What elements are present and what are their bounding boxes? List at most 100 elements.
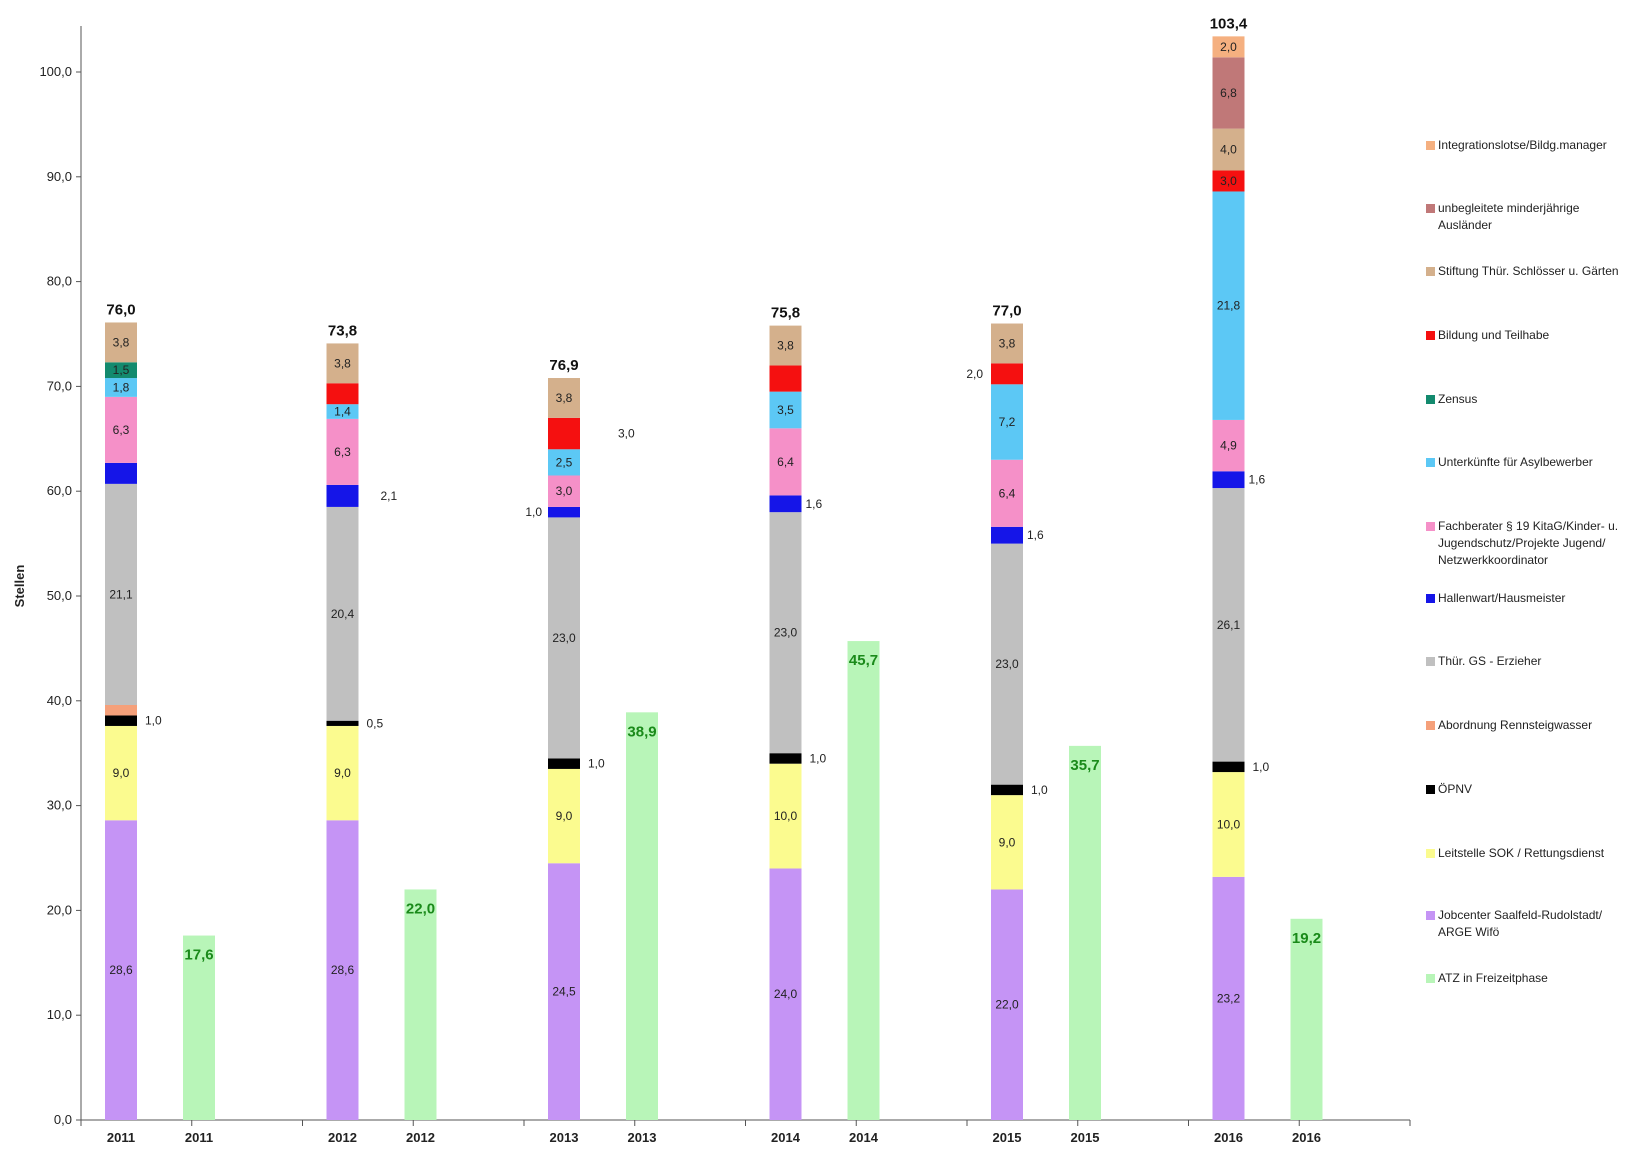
segment-label: 6,3	[113, 423, 130, 437]
legend-label: Jobcenter Saalfeld-Rudolstadt/ ARGE Wifö	[1438, 908, 1603, 939]
segment-label: 1,0	[1253, 760, 1270, 774]
x-tick-label: 2015	[1071, 1130, 1100, 1145]
legend-label: Abordnung Rennsteigwasser	[1438, 718, 1593, 732]
bar-segment	[769, 495, 802, 513]
bar-segment	[991, 795, 1023, 890]
y-tick-label: 30,0	[47, 798, 72, 813]
legend-item: Abordnung Rennsteigwasser	[1426, 717, 1636, 734]
bar-segment	[1212, 419, 1245, 472]
bar-segment	[326, 725, 359, 821]
legend-label: Hallenwart/Hausmeister	[1438, 591, 1566, 605]
segment-label: 28,6	[331, 963, 355, 977]
segment-label: 24,0	[774, 987, 798, 1001]
bar-segment	[105, 396, 137, 463]
segment-label: 3,0	[1220, 174, 1237, 188]
y-tick-label: 80,0	[47, 274, 72, 289]
legend-item: Fachberater § 19 KitaG/Kinder- u. Jugend…	[1426, 518, 1636, 569]
segment-label: 1,0	[810, 751, 827, 765]
bar-segment	[769, 428, 802, 496]
segment-label: 3,0	[618, 427, 635, 441]
segment-label: 2,0	[1220, 40, 1237, 54]
legend-label: unbegleitete minderjährige Ausländer	[1438, 201, 1580, 232]
legend-item: Jobcenter Saalfeld-Rudolstadt/ ARGE Wifö	[1426, 907, 1636, 941]
bar-segment	[105, 715, 137, 726]
bar-segment	[105, 322, 137, 363]
atz-bar	[847, 641, 880, 1120]
bar-segment	[769, 365, 802, 392]
bar-segment	[1212, 57, 1245, 129]
atz-bar	[183, 935, 215, 1120]
bar-segment	[991, 889, 1023, 1120]
bar-segment	[105, 483, 137, 705]
bar-segment	[548, 417, 580, 450]
segment-label: 2,1	[381, 489, 398, 503]
bar-segment	[105, 704, 137, 716]
bar-segment	[326, 418, 359, 485]
y-tick-label: 60,0	[47, 483, 72, 498]
atz-bar	[626, 712, 658, 1120]
segment-label: 20,4	[331, 607, 355, 621]
atz-value-label: 35,7	[1070, 757, 1099, 774]
axes: 0,0 10,0 20,0 30,0 40,0 50,0 60,0 70,0 80,0 90,0 1…	[12, 26, 1411, 1145]
segment-label: 3,8	[556, 391, 573, 405]
bar-segment	[1212, 128, 1245, 171]
segment-label: 24,5	[552, 985, 576, 999]
legend-swatch	[1426, 204, 1435, 213]
atz-value-label: 17,6	[184, 947, 213, 964]
legend-label: Fachberater § 19 KitaG/Kinder- u. Jugend…	[1438, 519, 1619, 567]
y-tick-label: 10,0	[47, 1007, 72, 1022]
bar-segment	[1212, 191, 1245, 420]
bar-segment	[991, 384, 1023, 460]
bar-segment	[326, 720, 359, 726]
atz-value-label: 19,2	[1292, 930, 1321, 947]
segment-label: 1,4	[334, 405, 351, 419]
stack-total-label: 76,0	[106, 301, 135, 318]
legend-item: Integrationslotse/Bildg.manager	[1426, 137, 1636, 154]
stack-total-label: 76,9	[549, 357, 578, 374]
bar-segment	[105, 362, 137, 379]
stack-total-label: 103,4	[1210, 15, 1248, 32]
bar-segment	[105, 725, 137, 821]
bar-segment	[1212, 36, 1245, 58]
bar-segment	[991, 363, 1023, 385]
bar-segment	[769, 753, 802, 764]
bar-segment	[326, 404, 359, 419]
bar-segment	[991, 543, 1023, 785]
segment-label: 22,0	[995, 998, 1019, 1012]
legend-swatch	[1426, 974, 1435, 983]
atz-bar	[1069, 745, 1101, 1120]
segment-label: 6,3	[334, 445, 351, 459]
bar-segment	[1212, 772, 1245, 877]
bar-segment	[105, 820, 137, 1120]
segment-label: 3,8	[999, 336, 1016, 350]
legend-label: Unterkünfte für Asylbewerber	[1438, 455, 1593, 469]
segment-label: 1,5	[113, 363, 130, 377]
segment-label: 1,0	[1031, 783, 1048, 797]
bar-segment	[105, 462, 137, 484]
bar-segment	[326, 383, 359, 405]
bar-segment	[326, 506, 359, 721]
legend-swatch	[1426, 785, 1435, 794]
segment-label: 26,1	[1217, 618, 1241, 632]
segment-label: 23,0	[774, 626, 798, 640]
bar-segment	[548, 378, 580, 418]
legend-swatch	[1426, 395, 1435, 404]
segment-label: 6,8	[1220, 86, 1237, 100]
segment-label: 28,6	[109, 963, 133, 977]
legend-item: Bildung und Teilhabe	[1426, 327, 1636, 344]
x-tick-label: 2016	[1292, 1130, 1321, 1145]
segment-label: 1,0	[145, 714, 162, 728]
bar-segment	[1212, 170, 1245, 192]
legend-item: Thür. GS - Erzieher	[1426, 653, 1636, 670]
atz-value-label: 22,0	[406, 900, 435, 917]
legend-swatch	[1426, 911, 1435, 920]
atz-value-label: 38,9	[627, 723, 656, 740]
segment-label: 3,8	[777, 339, 794, 353]
segment-label: 23,2	[1217, 991, 1241, 1005]
legend-swatch	[1426, 657, 1435, 666]
x-tick-label: 2014	[771, 1130, 801, 1145]
x-tick-label: 2013	[628, 1130, 657, 1145]
segment-label: 10,0	[1217, 817, 1241, 831]
segment-label: 9,0	[113, 766, 130, 780]
bar-segment	[769, 868, 802, 1120]
